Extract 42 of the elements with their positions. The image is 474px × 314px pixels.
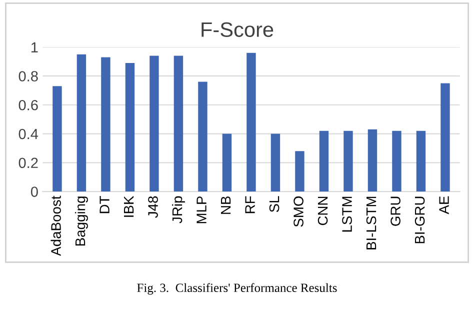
x-tick-label: MLP: [196, 196, 206, 224]
bar: [319, 130, 329, 192]
bar: [416, 130, 426, 192]
x-tick-label: IBK: [124, 196, 134, 217]
y-tick-label: 0.4: [18, 128, 38, 140]
x-tick-label: GRU: [390, 196, 400, 226]
chart-title: F-Score: [202, 22, 274, 37]
bar: [270, 134, 280, 192]
y-tick-label: 0.6: [18, 100, 38, 110]
x-tick-label: LSTM: [342, 196, 352, 232]
x-tick-label: BI-GRU: [414, 196, 425, 244]
caption: Fig. 3. Classifiers' Performance Results: [137, 283, 337, 295]
bar: [101, 57, 110, 192]
bar: [295, 151, 304, 192]
bar: [52, 86, 62, 192]
x-tick-label: JRip: [172, 196, 185, 224]
x-tick-label: AdaBoost: [50, 196, 61, 256]
x-tick-label: SMO: [294, 196, 304, 227]
x-tick-label: CNN: [318, 196, 328, 226]
x-tick-label: DT: [100, 196, 110, 214]
bar: [150, 56, 159, 192]
x-tick-label: AE: [439, 196, 449, 214]
x-tick-label: Bagging: [74, 196, 88, 246]
bar: [174, 56, 184, 192]
bar: [368, 129, 378, 192]
y-tick-label: 0.8: [18, 71, 38, 82]
bar: [125, 62, 135, 192]
y-tick-label: 0: [30, 186, 38, 197]
bar: [344, 130, 353, 192]
bar: [392, 130, 402, 192]
bar: [440, 83, 450, 192]
x-tick-label: RF: [245, 196, 255, 214]
bar: [222, 134, 232, 192]
bar: [246, 52, 256, 192]
x-tick-label: NB: [221, 196, 231, 214]
y-tick-label: 0.2: [18, 158, 38, 168]
x-tick-label: SL: [269, 196, 280, 212]
bar: [76, 54, 86, 192]
x-tick-label: BI-LSTM: [366, 196, 376, 250]
bar: [198, 82, 208, 192]
x-tick-label: J48: [148, 196, 158, 218]
y-tick-label: 1: [31, 42, 38, 52]
